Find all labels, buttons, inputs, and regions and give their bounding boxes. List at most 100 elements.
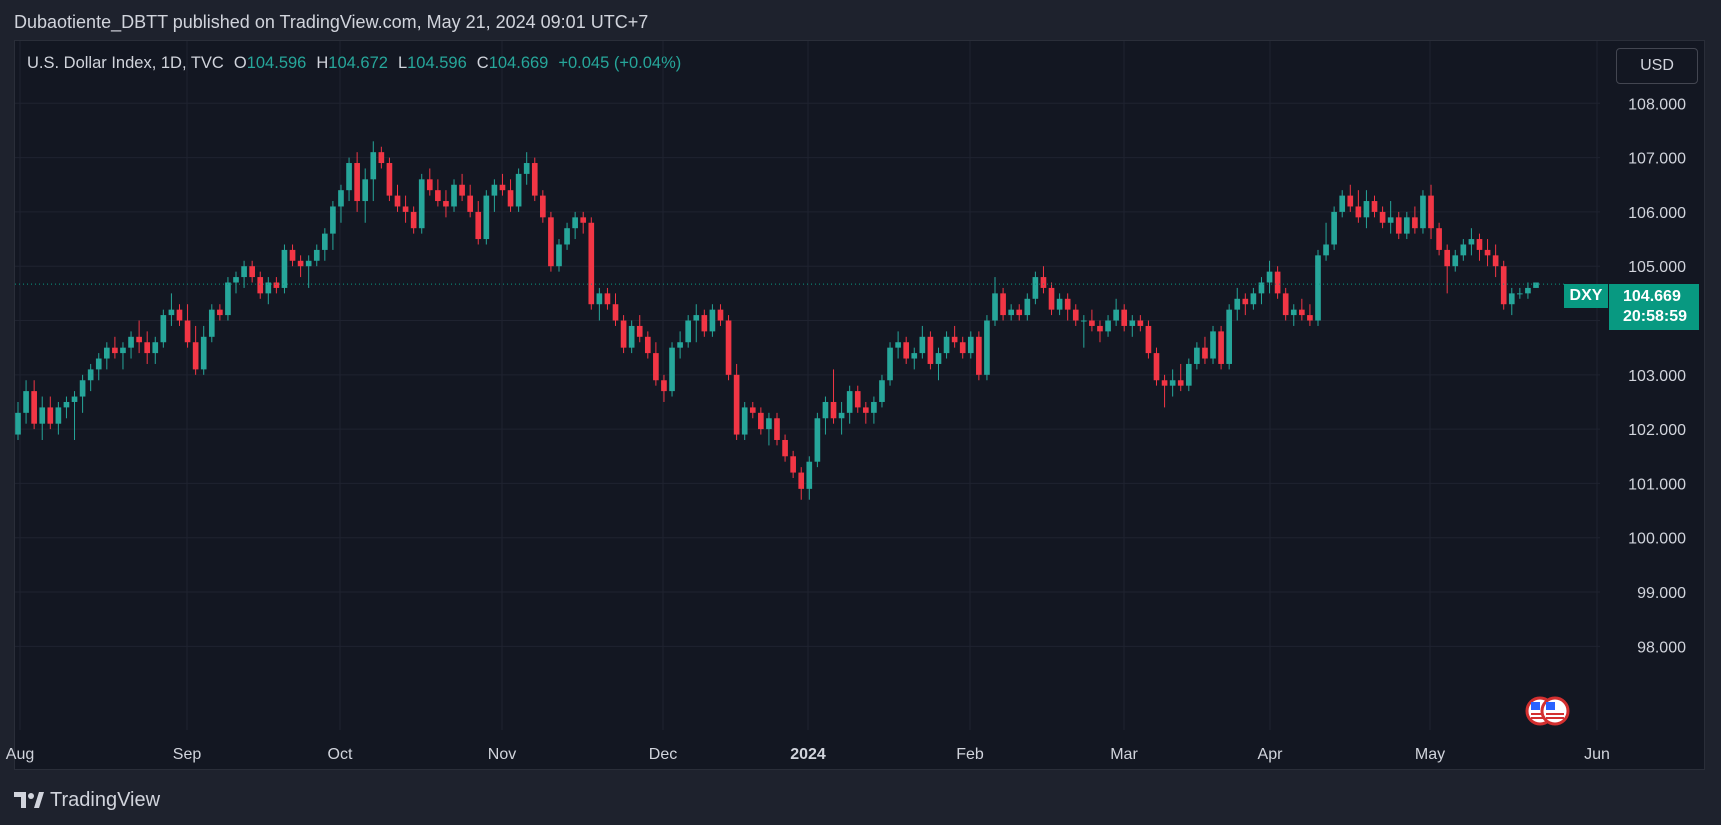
candle-body: [806, 461, 813, 489]
candle-body: [507, 190, 514, 207]
candle-body: [152, 342, 159, 354]
close-value: 104.669: [488, 54, 549, 72]
x-tick-label: Aug: [6, 746, 34, 763]
candle-body: [176, 309, 183, 321]
candle-body: [1331, 211, 1337, 245]
candle-body: [1428, 195, 1434, 229]
tradingview-brand-name: TradingView: [50, 788, 161, 811]
bar-countdown: 20:58:59: [1623, 308, 1688, 325]
candle-body: [39, 407, 46, 424]
candle-body: [1444, 249, 1451, 267]
candle-body: [1161, 380, 1168, 386]
candle-body: [281, 249, 288, 288]
candle-body: [338, 190, 344, 207]
candle-body: [144, 342, 151, 354]
candle-body: [556, 244, 562, 267]
candle-body: [1508, 293, 1515, 305]
candle-body: [588, 222, 595, 305]
candle-body: [459, 184, 465, 196]
candle-body: [1040, 277, 1047, 288]
candle-body: [564, 228, 570, 245]
candle-body: [1355, 206, 1362, 218]
y-tick-label: 103.000: [1628, 368, 1686, 385]
candle-body: [160, 315, 167, 343]
candle-body: [313, 249, 320, 261]
candle-body: [1500, 266, 1507, 305]
candle-body: [620, 320, 627, 348]
candle-body: [322, 233, 328, 250]
candle-body: [967, 336, 974, 354]
candle-body: [717, 309, 724, 321]
x-tick-label: May: [1415, 746, 1445, 763]
candle-body: [701, 315, 708, 332]
candle-body: [1048, 287, 1055, 310]
candle-body: [1024, 298, 1031, 316]
candle-body: [782, 439, 788, 457]
candle-body: [1105, 320, 1111, 332]
candle-body: [677, 342, 683, 348]
candle-body: [515, 173, 522, 207]
candle-body: [1008, 309, 1014, 316]
candle-body: [612, 304, 619, 321]
candle-body: [467, 195, 473, 212]
candle-body: [903, 342, 910, 359]
candle-body: [1339, 195, 1346, 212]
candle-body: [798, 472, 805, 489]
candle-body: [1371, 201, 1378, 212]
x-tick-label: Oct: [328, 746, 353, 763]
x-tick-label: Nov: [488, 746, 516, 763]
candle-body: [1525, 287, 1531, 294]
candle-body: [1177, 380, 1184, 386]
candle-body: [1363, 201, 1370, 218]
candle-body: [305, 260, 312, 267]
x-tick-label: Jun: [1584, 746, 1610, 763]
published-by-line: Dubaotiente_DBTT published on TradingVie…: [14, 12, 649, 32]
y-tick-label: 108.000: [1628, 96, 1686, 113]
candle-body: [854, 391, 861, 408]
y-tick-label: 98.000: [1637, 639, 1686, 656]
candle-body: [1533, 282, 1539, 288]
candle-body: [1242, 298, 1249, 305]
candle-body: [386, 163, 393, 196]
close-label: C: [476, 54, 489, 72]
candle-body: [168, 309, 175, 316]
candle-body: [451, 184, 457, 207]
candle-body: [572, 217, 578, 229]
candle-body: [733, 374, 740, 435]
candle-body: [1072, 309, 1079, 321]
candle-body: [540, 195, 546, 218]
candle-body: [192, 342, 199, 370]
candle-body: [1476, 239, 1483, 250]
candle-body: [709, 309, 716, 332]
candle-body: [774, 418, 780, 440]
candle-body: [346, 163, 352, 191]
candle-body: [1153, 353, 1160, 381]
candle-body: [1113, 309, 1119, 321]
candle-body: [653, 353, 659, 381]
candle-body: [887, 347, 893, 381]
candle-body: [838, 412, 845, 419]
candle-body: [1436, 228, 1442, 250]
currency-button[interactable]: USD: [1616, 48, 1698, 84]
candle-body: [330, 206, 336, 234]
candle-body: [741, 407, 748, 435]
candle-body: [1210, 331, 1216, 359]
open-label: O: [233, 54, 247, 72]
last-price-value: 104.669: [1623, 288, 1681, 305]
candle-body: [1258, 282, 1265, 294]
candle-body: [354, 163, 360, 202]
candle-body: [1056, 298, 1063, 310]
candle-body: [749, 407, 756, 413]
y-tick-label: 105.000: [1628, 259, 1686, 276]
y-tick-label: 99.000: [1637, 585, 1686, 602]
candle-body: [426, 179, 433, 191]
candle-body: [1517, 293, 1523, 295]
candle-body: [1274, 271, 1281, 294]
candle-body: [604, 293, 611, 305]
candle-body: [1395, 217, 1402, 234]
tradingview-logo[interactable]: TradingView: [14, 788, 160, 812]
candle-body: [927, 336, 934, 364]
candle-body: [1282, 293, 1289, 316]
change-value: +0.045 (+0.04%): [558, 54, 682, 72]
